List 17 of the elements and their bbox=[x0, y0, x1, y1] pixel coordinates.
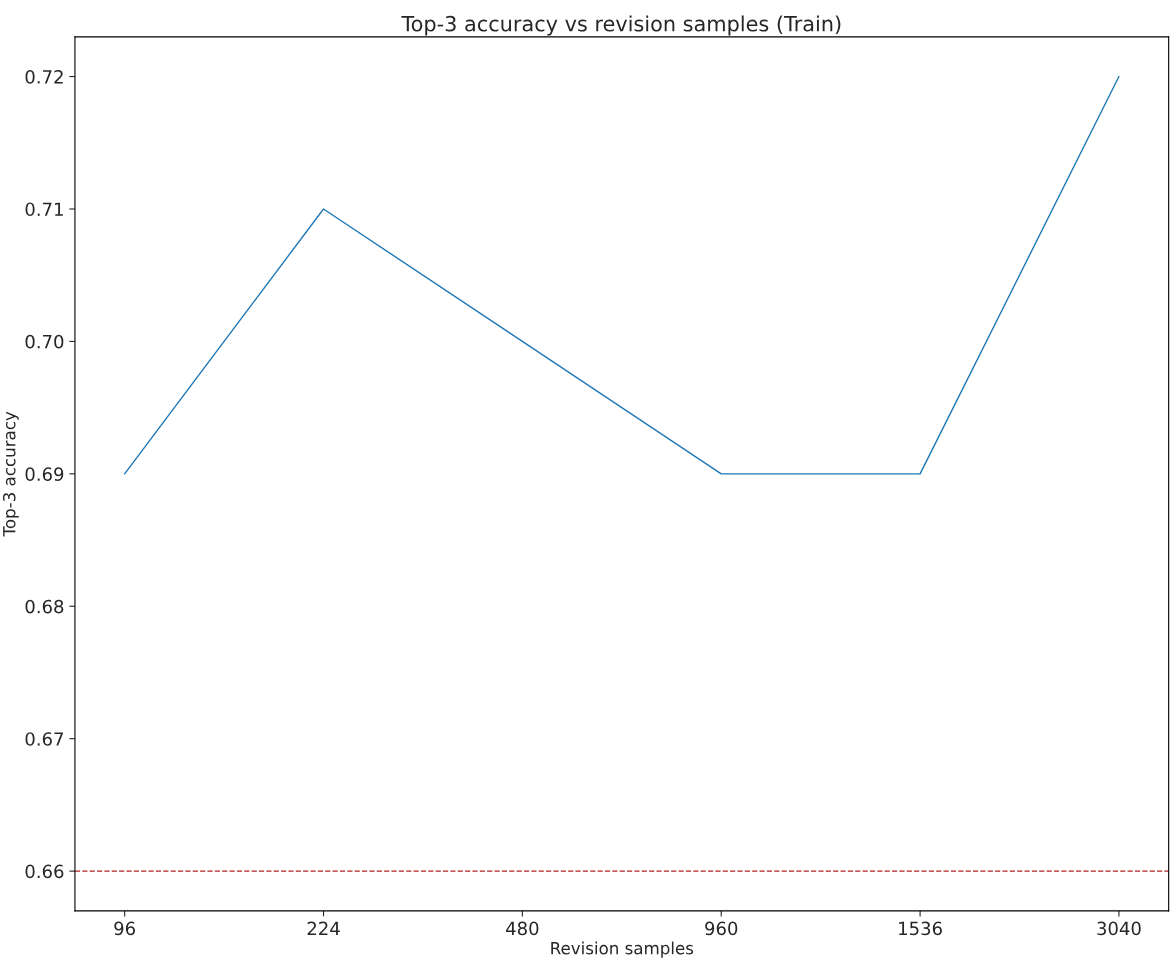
x-tick-label: 1536 bbox=[899, 921, 942, 936]
y-tick-label: 0.66 bbox=[25, 864, 64, 879]
x-tick-label: 96 bbox=[114, 921, 136, 936]
y-tick-label: 0.68 bbox=[25, 599, 64, 614]
y-tick-label: 0.70 bbox=[25, 334, 64, 349]
y-tick-label: 0.69 bbox=[25, 467, 64, 481]
x-tick-label: 3040 bbox=[1097, 921, 1141, 936]
x-tick-label: 480 bbox=[506, 921, 539, 936]
y-axis-title: Top-3 accuracy bbox=[2, 411, 19, 537]
x-tick-label: 224 bbox=[307, 921, 340, 935]
y-tick-label: 0.71 bbox=[25, 202, 63, 217]
x-axis-title: Revision samples bbox=[551, 941, 694, 958]
y-tick-label: 0.72 bbox=[25, 70, 63, 84]
line-series bbox=[123, 75, 1120, 475]
x-tick-label: 960 bbox=[705, 921, 738, 936]
chart-title: Top-3 accuracy vs revision samples (Train) bbox=[401, 15, 841, 36]
y-tick-label: 0.67 bbox=[25, 732, 63, 746]
